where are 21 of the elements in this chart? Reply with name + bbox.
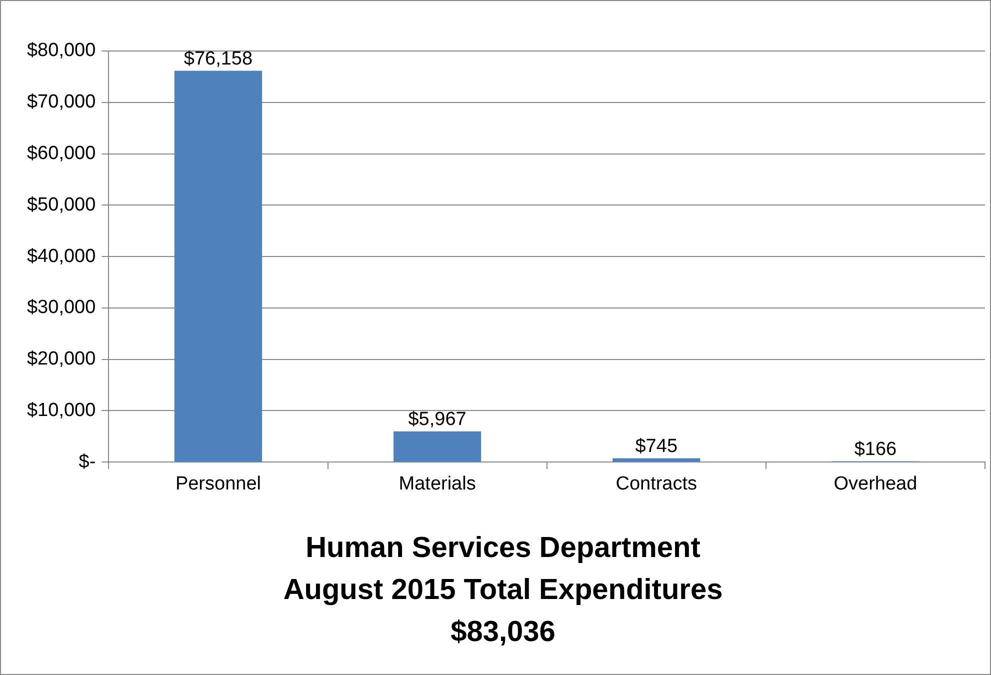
y-tick-label: $10,000 [26,400,96,421]
bar [393,431,482,462]
x-tick-label: Contracts [616,474,698,495]
y-tick-label: $70,000 [26,92,96,113]
bar [174,70,262,462]
data-label: $5,967 [408,409,466,430]
y-tick-label: $80,000 [26,40,96,62]
data-label: $76,158 [184,48,253,70]
bar [612,458,700,462]
x-tick-label: Overhead [834,474,918,495]
y-tick-label: $20,000 [26,348,96,370]
y-tick-label: $- [78,451,96,472]
y-tick-label: $60,000 [26,142,96,164]
x-tick-label: Personnel [175,474,261,495]
x-tick-label: Materials [398,474,476,495]
y-tick-label: $50,000 [26,194,96,216]
y-tick-label: $40,000 [26,246,96,267]
text: Human Services Department August 2015 Total Expenditures $83,036 [283,532,723,648]
y-tick-label: $30,000 [26,297,96,318]
data-label: $745 [635,436,678,457]
data-label: $166 [854,438,897,460]
